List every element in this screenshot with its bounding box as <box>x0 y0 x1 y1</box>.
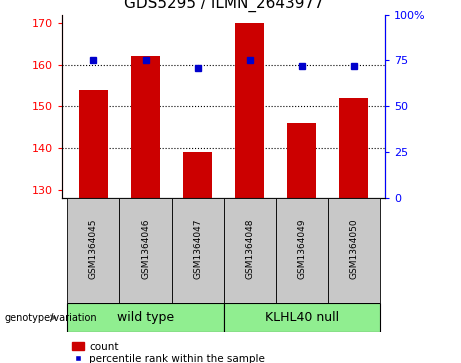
Text: wild type: wild type <box>117 311 174 324</box>
Bar <box>224 303 380 332</box>
Legend: count, percentile rank within the sample: count, percentile rank within the sample <box>67 337 269 363</box>
Text: KLHL40 null: KLHL40 null <box>265 311 339 324</box>
Bar <box>339 98 368 198</box>
Text: GSM1364050: GSM1364050 <box>349 218 358 279</box>
Text: GSM1364049: GSM1364049 <box>297 218 306 279</box>
Bar <box>276 198 328 303</box>
Bar <box>328 198 380 303</box>
Bar <box>67 198 119 303</box>
Bar <box>131 56 160 198</box>
Text: GSM1364047: GSM1364047 <box>193 218 202 279</box>
Bar <box>183 152 212 198</box>
Title: GDS5295 / ILMN_2643977: GDS5295 / ILMN_2643977 <box>124 0 324 12</box>
Text: GSM1364048: GSM1364048 <box>245 218 254 279</box>
Bar <box>171 198 224 303</box>
Bar <box>287 123 316 198</box>
Bar <box>67 303 224 332</box>
Bar <box>235 23 264 198</box>
Bar <box>224 198 276 303</box>
Text: GSM1364045: GSM1364045 <box>89 218 98 279</box>
Text: genotype/variation: genotype/variation <box>5 313 97 323</box>
Bar <box>79 90 108 198</box>
Bar <box>119 198 171 303</box>
Text: GSM1364046: GSM1364046 <box>141 218 150 279</box>
